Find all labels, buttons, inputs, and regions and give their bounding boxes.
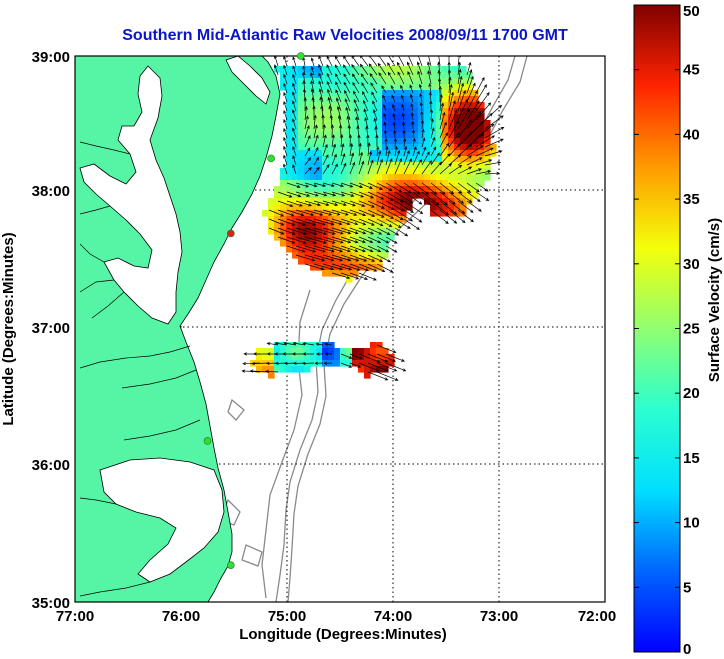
colorbar-ticks: 0 5 10 15 20 25 30 35 40 45 50 [634,3,700,658]
land-mass [75,56,281,602]
colorbar-scale [633,4,681,653]
colorbar: 0 5 10 15 20 25 30 35 40 45 50 Surface Velocity (c… [633,3,723,658]
colorbar-tick-label: 0 [683,641,691,658]
colorbar-tick-label: 15 [683,450,700,467]
station-marker [227,229,235,238]
y-axis: 39:00 38:00 37:00 36:00 35:00 Latitude (… [0,49,70,612]
colorbar-label: Surface Velocity (cm/s) [706,218,723,382]
colorbar-tick-label: 40 [683,126,700,143]
velocity-vectors [241,56,505,381]
x-tick-label: 74:00 [374,608,412,625]
x-tick-label: 77:00 [56,608,94,625]
velocity-field [241,56,505,381]
y-tick-label: 35:00 [32,595,70,612]
colorbar-tick-label: 20 [683,385,700,402]
x-tick-label: 73:00 [480,608,518,625]
station-marker [267,154,275,163]
station-marker [227,561,235,569]
plot-frame [74,55,606,603]
y-tick-label: 38:00 [32,183,70,200]
x-tick-label: 76:00 [162,608,200,625]
map-plot-area [74,52,606,603]
hf-radar-stations [203,52,305,569]
colorbar-tick-label: 5 [683,579,691,596]
colorbar-tick-label: 25 [683,321,700,338]
y-tick-label: 39:00 [32,49,70,66]
station-marker [203,437,212,445]
colorbar-tick-label: 30 [683,256,700,273]
x-axis-label: Longitude (Degrees:Minutes) [239,626,447,643]
colorbar-tick-label: 45 [683,62,700,79]
y-tick-label: 36:00 [32,457,70,474]
colorbar-tick-label: 10 [683,515,700,532]
colorbar-tick-label: 50 [683,3,700,20]
x-tick-label: 75:00 [268,608,306,625]
colorbar-tick-label: 35 [683,191,700,208]
chart-title: Southern Mid-Atlantic Raw Velocities 200… [122,27,568,44]
x-tick-label: 72:00 [578,608,616,625]
station-marker [296,52,305,60]
y-axis-label: Latitude (Degrees:Minutes) [0,232,17,425]
x-axis: 77:00 76:00 75:00 74:00 73:00 72:00 Long… [56,608,616,643]
y-tick-label: 37:00 [32,320,70,337]
